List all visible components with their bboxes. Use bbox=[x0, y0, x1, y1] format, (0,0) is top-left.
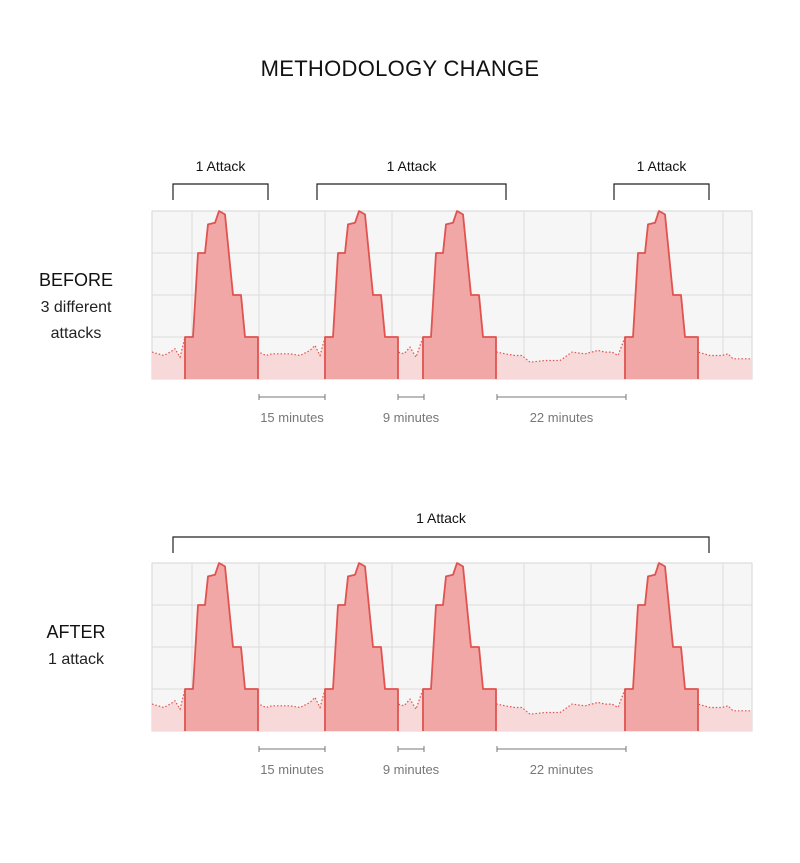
attack-peak-line bbox=[184, 210, 259, 379]
attack-peak-line bbox=[184, 562, 259, 731]
gap-marker: 15 minutes bbox=[258, 746, 326, 777]
gap-duration-label: 22 minutes bbox=[530, 410, 594, 425]
after-section: AFTER 1 attack 1 Attack 15 minutes 9 minutes… bbox=[46, 510, 753, 777]
gap-marker: 9 minutes bbox=[383, 394, 440, 425]
gap-marker: 15 minutes bbox=[258, 394, 326, 425]
attack-bracket bbox=[172, 536, 710, 553]
attack-peak-line bbox=[422, 562, 497, 731]
sections-layer: BEFORE 3 different attacks 1 Attack 1 Attack… bbox=[39, 158, 753, 777]
attack-peak-line bbox=[422, 210, 497, 379]
gap-marker: 22 minutes bbox=[496, 394, 627, 425]
attack-bracket-label: 1 Attack bbox=[416, 510, 467, 526]
diagram-title: METHODOLOGY CHANGE bbox=[261, 56, 540, 81]
attack-bracket bbox=[316, 183, 507, 200]
attack-peak-line bbox=[324, 562, 399, 731]
attack-bracket-label: 1 Attack bbox=[637, 158, 688, 174]
attack-bracket bbox=[172, 183, 269, 200]
gap-duration-label: 9 minutes bbox=[383, 762, 440, 777]
after-traffic-chart bbox=[151, 562, 753, 732]
gap-duration-label: 15 minutes bbox=[260, 762, 324, 777]
attack-bracket bbox=[613, 183, 710, 200]
after-label: AFTER bbox=[46, 622, 105, 642]
before-label: BEFORE bbox=[39, 270, 113, 290]
before-section: BEFORE 3 different attacks 1 Attack 1 Attack… bbox=[39, 158, 753, 425]
before-traffic-chart bbox=[151, 210, 753, 380]
gap-duration-label: 22 minutes bbox=[530, 762, 594, 777]
before-subtitle-line: attacks bbox=[51, 325, 102, 342]
attack-peak-line bbox=[324, 210, 399, 379]
attack-peak-line bbox=[624, 210, 699, 379]
attack-peak-line bbox=[624, 562, 699, 731]
before-subtitle-line: 3 different bbox=[41, 299, 112, 316]
gap-marker: 22 minutes bbox=[496, 746, 627, 777]
gap-duration-label: 9 minutes bbox=[383, 410, 440, 425]
attack-bracket-label: 1 Attack bbox=[196, 158, 247, 174]
after-subtitle-line: 1 attack bbox=[48, 651, 105, 668]
gap-marker: 9 minutes bbox=[383, 746, 440, 777]
gap-duration-label: 15 minutes bbox=[260, 410, 324, 425]
attack-bracket-label: 1 Attack bbox=[387, 158, 438, 174]
